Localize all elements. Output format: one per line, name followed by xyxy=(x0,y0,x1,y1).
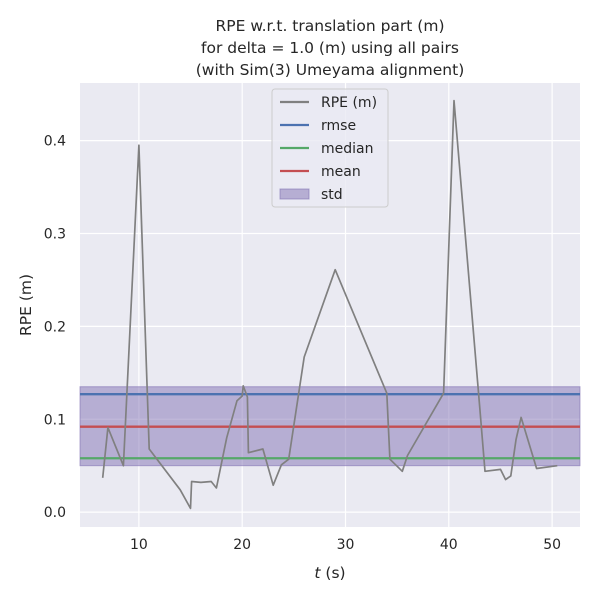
x-tick-label: 20 xyxy=(233,537,251,553)
x-tick-label: 10 xyxy=(130,537,148,553)
x-tick-label: 40 xyxy=(440,537,458,553)
title-line-1: RPE w.r.t. translation part (m) xyxy=(215,17,444,35)
legend-label: mean xyxy=(321,164,361,180)
x-axis-label-unit: (s) xyxy=(320,564,345,582)
legend: RPE (m) rmse median mean std xyxy=(271,88,389,208)
y-tick-label: 0.4 xyxy=(44,134,66,150)
y-tick-label: 0.3 xyxy=(44,226,66,242)
title-line-3: (with Sim(3) Umeyama alignment) xyxy=(196,61,465,79)
y-tick-label: 0.0 xyxy=(44,505,66,521)
rpe-series-line xyxy=(101,99,558,510)
x-axis-label: t (s) xyxy=(314,564,345,582)
legend-label: RPE (m) xyxy=(321,95,377,111)
legend-box xyxy=(271,88,389,208)
legend-label: median xyxy=(321,141,373,157)
title-line-2: for delta = 1.0 (m) using all pairs xyxy=(201,39,459,57)
legend-swatch-std xyxy=(279,188,310,200)
legend-label: std xyxy=(321,187,343,203)
chart-title: RPE w.r.t. translation part (m) for delt… xyxy=(196,17,465,79)
y-axis-label: RPE (m) xyxy=(17,274,35,336)
x-axis-label-var: t xyxy=(314,564,321,582)
y-tick-label: 0.2 xyxy=(44,319,66,335)
y-axis-ticks: 0.0 0.1 0.2 0.3 0.4 xyxy=(44,134,66,522)
x-tick-label: 30 xyxy=(337,537,355,553)
x-tick-label: 50 xyxy=(543,537,561,553)
y-tick-label: 0.1 xyxy=(44,412,66,428)
stat-layer xyxy=(79,386,581,467)
legend-label: rmse xyxy=(321,118,356,134)
x-axis-ticks: 10 20 30 40 50 xyxy=(130,537,561,553)
series-layer xyxy=(101,99,558,510)
